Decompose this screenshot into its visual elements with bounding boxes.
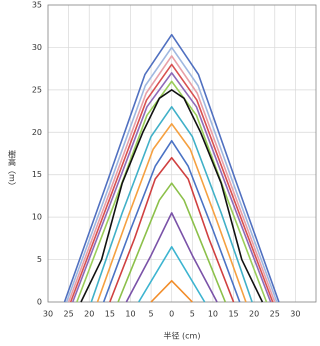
- y-tick-label: 15: [32, 170, 42, 179]
- series-line: [117, 182, 227, 303]
- y-tick-label: 35: [32, 1, 42, 10]
- x-tick-label: 5: [149, 310, 154, 319]
- series-line: [65, 46, 278, 303]
- plot-frame: [47, 4, 317, 303]
- x-tick-label: 0: [169, 310, 174, 319]
- x-tick-label: 10: [125, 310, 135, 319]
- y-tick-label: 0: [37, 298, 42, 307]
- x-tick-label: 15: [105, 310, 115, 319]
- series-line: [71, 72, 272, 303]
- y-tick-label: 10: [32, 213, 42, 222]
- series-line: [69, 63, 274, 303]
- series-line: [138, 246, 206, 303]
- x-tick-label: 20: [249, 310, 259, 319]
- x-tick-label: 15: [228, 310, 238, 319]
- series-line: [80, 89, 264, 303]
- series-line: [76, 80, 268, 303]
- series-line: [90, 106, 253, 303]
- x-axis-title: 半径 (cm): [164, 331, 201, 341]
- y-tick-label: 30: [32, 43, 42, 52]
- x-tick-label: 5: [190, 310, 195, 319]
- x-tick-label: 30: [290, 310, 300, 319]
- series-line: [109, 156, 235, 303]
- x-tick-label: 10: [208, 310, 218, 319]
- y-tick-label: 25: [32, 85, 42, 94]
- y-axis-title: 樹高（m）: [8, 149, 17, 190]
- series-line: [102, 139, 241, 303]
- x-tick-label: 30: [43, 310, 53, 319]
- series-line: [150, 279, 193, 303]
- series-line: [96, 123, 247, 303]
- y-tick-label: 20: [32, 128, 42, 137]
- x-tick-label: 20: [84, 310, 94, 319]
- y-tick-label: 5: [37, 255, 42, 264]
- x-tick-label: 25: [64, 310, 74, 319]
- series-line: [63, 33, 280, 303]
- series-line: [67, 55, 276, 303]
- x-tick-label: 25: [270, 310, 280, 319]
- series-line: [125, 212, 218, 303]
